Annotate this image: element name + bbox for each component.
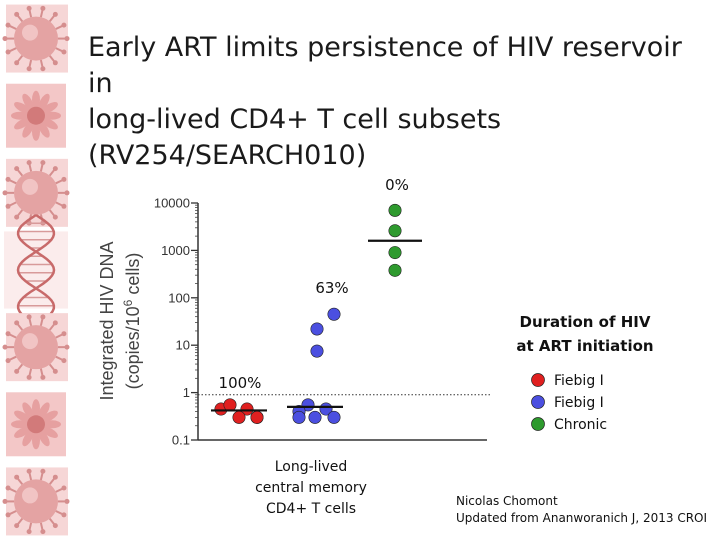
data-point: [301, 398, 315, 412]
title-line-2: long-lived CD4+ T cell subsets: [88, 104, 502, 135]
legend-title-line: at ART initiation: [516, 337, 653, 355]
data-point: [223, 398, 237, 412]
data-point: [232, 410, 246, 424]
data-point: [310, 322, 324, 336]
strip-graphics: [2, 4, 70, 536]
y-tick-label: 0.1: [172, 433, 190, 448]
legend-label: Chronic: [554, 417, 607, 433]
title-line-1: Early ART limits persistence of HIV rese…: [88, 32, 682, 99]
data-point: [327, 307, 341, 321]
flower-icon-2: [6, 83, 66, 148]
virus-icon-5: [2, 313, 70, 382]
series-3: [368, 203, 422, 277]
data-point: [388, 224, 402, 238]
data-point: [240, 402, 254, 416]
footer-author: Nicolas Chomont: [456, 494, 558, 508]
series-1: [211, 398, 267, 424]
footer-citation: Updated from Ananworanich J, 2013 CROI: [456, 511, 708, 525]
slide-title: Early ART limits persistence of HIV rese…: [88, 30, 698, 174]
slide-footer: Nicolas Chomont Updated from Ananworanic…: [456, 493, 707, 527]
legend-title-line: Duration of HIV: [520, 313, 651, 331]
category-label-line: CD4+ T cells: [266, 501, 356, 517]
data-point: [388, 203, 402, 217]
legend-label: Fiebig I: [554, 395, 604, 411]
data-point: [388, 246, 402, 260]
legend-swatch: [531, 395, 545, 409]
series-2: [287, 307, 343, 424]
decorative-image-strip: [0, 0, 72, 540]
y-tick-label: 1000: [161, 243, 190, 258]
data-point: [250, 410, 264, 424]
y-tick-label: 10000: [154, 196, 190, 211]
y-axis-label-line-1: Integrated HIV DNA: [97, 241, 117, 400]
data-point: [308, 410, 322, 424]
virus-icon-1: [2, 4, 70, 73]
percent-annotation: 0%: [385, 176, 409, 194]
percent-annotation: 100%: [219, 374, 262, 392]
y-axis-label-line-2: (copies/106 cells): [121, 253, 143, 390]
dna-helix-icon-4: [4, 213, 68, 327]
category-label-line: central memory: [255, 480, 367, 496]
legend-label: Fiebig I: [554, 373, 604, 389]
data-point: [327, 410, 341, 424]
y-tick-label: 1: [183, 385, 190, 400]
legend-swatch: [531, 417, 545, 431]
virus-icon-7: [2, 467, 70, 536]
y-tick-label: 10: [176, 338, 190, 353]
data-point: [388, 263, 402, 277]
data-point: [292, 410, 306, 424]
title-line-3: (RV254/SEARCH010): [88, 140, 367, 171]
y-tick-label: 100: [168, 290, 190, 305]
legend: Duration of HIV at ART initiation Fiebig I…: [516, 313, 653, 433]
data-point: [310, 344, 324, 358]
flower-icon-6: [6, 392, 66, 457]
legend-swatch: [531, 373, 545, 387]
category-label-line: Long-lived: [275, 459, 348, 475]
percent-annotation: 63%: [315, 279, 348, 297]
